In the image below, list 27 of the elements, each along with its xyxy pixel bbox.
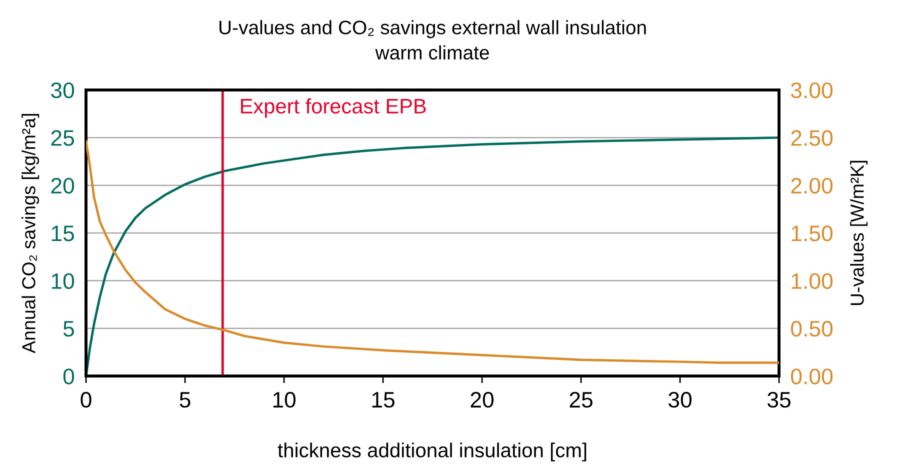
y2-tick-label: 2.00 [791,178,833,194]
y2-tick-label: 1.50 [792,226,833,242]
x-tick-label: 0 [80,392,92,408]
ref-line-label: Expert forecast EPB [241,98,426,118]
x-tick-label: 15 [372,392,394,408]
y2-tick-label: 0.00 [791,368,833,384]
y-tick-label: 20 [51,178,74,194]
y-axis-title: Annual CO₂ savings [kg/m²a] [22,114,40,354]
y2-tick-label: 0.50 [791,320,833,337]
y2-tick-label: 1.00 [792,273,833,289]
x-tick-label: 25 [570,392,592,408]
y-tick-label: 0 [63,368,74,384]
x-tick-label: 20 [470,392,494,408]
y-tick-label: 15 [52,226,74,242]
x-tick-label: 5 [180,392,190,408]
x-tick-label: 30 [668,392,692,408]
x-tick-label: 10 [273,392,296,408]
y2-axis-title: U-values [W/m²K] [850,160,868,305]
y2-tick-label: 3.00 [791,82,833,98]
y-tick-label: 30 [51,82,74,98]
y-tick-label: 25 [51,130,74,146]
y2-tick-label: 2.50 [791,130,833,146]
x-axis-title: thickness additional insulation [cm] [278,442,586,462]
x-tick-label: 35 [768,392,790,408]
y-tick-label: 10 [52,273,74,289]
y-tick-label: 5 [63,321,74,337]
chart-title: U-values and CO₂ savings external wall insulation warm climate [220,20,646,60]
